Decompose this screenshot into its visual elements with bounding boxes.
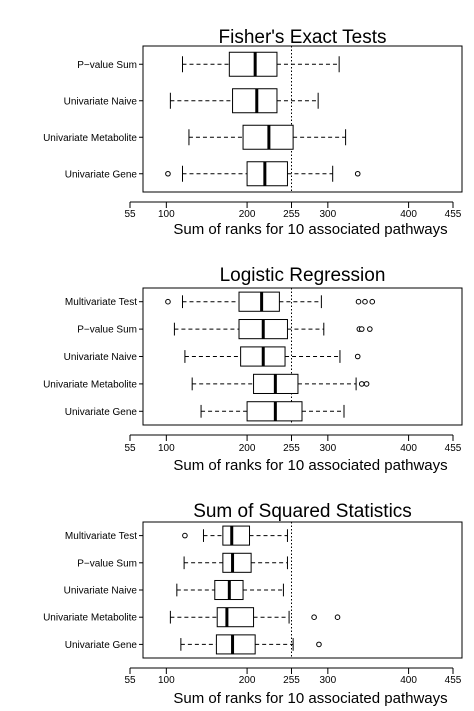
box-5: Univariate Gene: [65, 634, 322, 655]
x-tick-label: 55: [124, 675, 136, 686]
box-4: Univariate Gene: [65, 161, 361, 187]
category-label: Univariate Metabolite: [43, 613, 137, 624]
panel-title: Logistic Regression: [220, 265, 386, 286]
outlier-point: [316, 641, 322, 648]
category-label: Univariate Gene: [65, 169, 138, 180]
box-iqr: [232, 88, 278, 114]
outlier-point: [165, 298, 171, 305]
x-tick-label: 255: [283, 443, 300, 454]
x-tick-label: 255: [283, 675, 300, 686]
box-iqr: [222, 525, 251, 546]
category-label: Univariate Naive: [64, 352, 138, 363]
panel-title: Fisher's Exact Tests: [219, 27, 387, 48]
panel-2: Logistic Regression 55 100 200 255 300 400 455 S…: [43, 265, 463, 474]
category-label: Univariate Naive: [64, 96, 138, 107]
box-4: Univariate Metabolite: [43, 607, 341, 628]
category-label: Univariate Gene: [65, 407, 138, 418]
outlier-point: [363, 381, 370, 387]
box-iqr: [228, 51, 278, 77]
x-tick-label: 400: [400, 443, 417, 454]
box-2: P−value Sum: [77, 552, 288, 573]
box-3: Univariate Naive: [64, 346, 361, 367]
box-iqr: [216, 607, 255, 628]
category-label: Multivariate Test: [65, 531, 137, 542]
outlier-point: [358, 326, 365, 332]
x-tick-label: 200: [239, 209, 256, 220]
outlier-point: [334, 614, 341, 621]
outlier-point: [358, 381, 365, 387]
category-label: P−value Sum: [77, 325, 137, 336]
outlier-point: [182, 532, 188, 539]
x-tick-label: 200: [239, 675, 256, 686]
x-tick-label: 200: [239, 443, 256, 454]
box-iqr: [246, 161, 288, 187]
x-tick-label: 100: [158, 209, 175, 220]
x-tick-label: 100: [158, 675, 175, 686]
category-label: Univariate Metabolite: [43, 379, 137, 390]
x-tick-label: 55: [124, 443, 136, 454]
x-tick-label: 300: [319, 675, 336, 686]
box-2: Univariate Naive: [64, 88, 319, 114]
box-5: Univariate Gene: [65, 401, 345, 422]
box-3: Univariate Metabolite: [43, 124, 347, 150]
category-label: P−value Sum: [77, 558, 137, 569]
panel-1: Fisher's Exact Tests 55 100 200 255 300 400 455…: [43, 27, 463, 238]
outlier-point: [367, 326, 373, 332]
outlier-point: [369, 298, 376, 305]
x-tick-label: 455: [445, 209, 462, 220]
outlier-point: [355, 298, 362, 305]
box-iqr: [215, 634, 256, 655]
outlier-point: [165, 170, 171, 177]
x-tick-label: 300: [319, 209, 336, 220]
x-tick-label: 55: [124, 209, 136, 220]
x-tick-label: 255: [283, 209, 300, 220]
box-1: Multivariate Test: [65, 291, 376, 312]
category-label: P−value Sum: [77, 60, 137, 71]
category-label: Multivariate Test: [65, 297, 137, 308]
x-tick-label: 400: [400, 209, 417, 220]
outlier-point: [362, 298, 368, 305]
category-label: Univariate Metabolite: [43, 133, 137, 144]
outlier-point: [354, 353, 361, 360]
x-tick-label: 300: [319, 443, 336, 454]
panel-title: Sum of Squared Statistics: [193, 501, 412, 522]
box-3: Univariate Naive: [64, 579, 284, 601]
box-1: Multivariate Test: [65, 525, 288, 546]
box-iqr: [222, 552, 252, 573]
box-4: Univariate Metabolite: [43, 373, 370, 394]
x-axis-label: Sum of ranks for 10 associated pathways: [173, 221, 447, 238]
x-tick-label: 455: [445, 675, 462, 686]
x-tick-label: 100: [158, 443, 175, 454]
box-2: P−value Sum: [77, 319, 373, 340]
box-iqr: [238, 291, 280, 312]
outlier-point: [354, 170, 361, 177]
plot-frame: [142, 45, 463, 193]
panel-3: Sum of Squared Statistics 55 100 200 255 300 4…: [43, 501, 463, 707]
category-label: Univariate Gene: [65, 640, 138, 651]
outlier-point: [311, 614, 317, 621]
x-axis-label: Sum of ranks for 10 associated pathways: [173, 457, 447, 474]
x-tick-label: 400: [400, 675, 417, 686]
box-1: P−value Sum: [77, 51, 340, 77]
x-axis-label: Sum of ranks for 10 associated pathways: [173, 690, 447, 707]
x-tick-label: 455: [445, 443, 462, 454]
category-label: Univariate Naive: [64, 586, 138, 597]
